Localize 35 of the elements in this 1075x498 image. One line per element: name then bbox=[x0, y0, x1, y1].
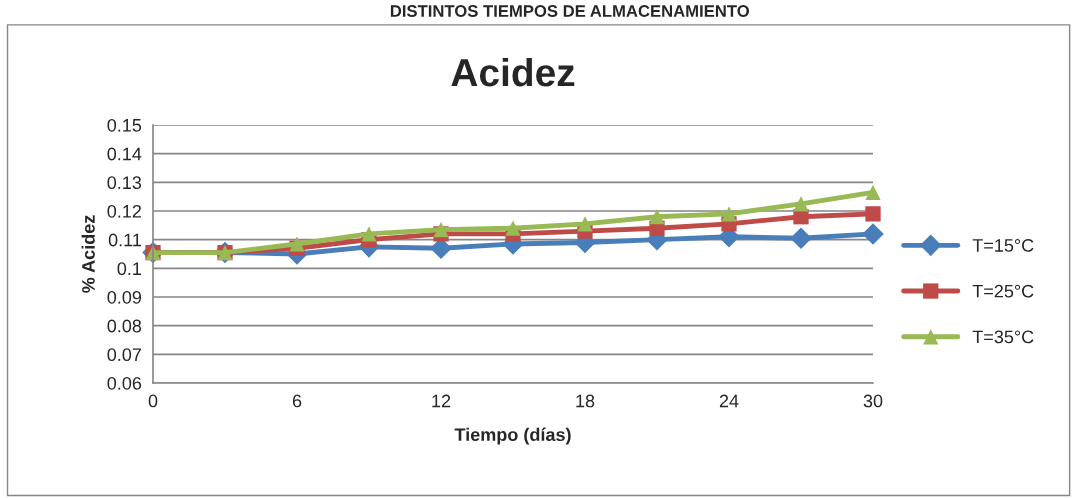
x-axis-title: Tiempo (días) bbox=[454, 427, 571, 445]
x-tick-label: 18 bbox=[576, 394, 595, 408]
y-tick-label: 0.09 bbox=[107, 290, 142, 304]
point bbox=[721, 206, 737, 222]
point bbox=[649, 209, 665, 225]
point bbox=[790, 227, 812, 250]
chart-title: Acidez bbox=[451, 57, 575, 87]
point bbox=[793, 196, 809, 212]
y-tick-label: 0.12 bbox=[107, 204, 141, 218]
point bbox=[289, 236, 305, 252]
legend-label: T=35°C bbox=[972, 330, 1034, 344]
x-tick-label: 30 bbox=[863, 394, 883, 408]
y-tick-label: 0.11 bbox=[108, 233, 142, 247]
y-tick-label: 0.06 bbox=[107, 376, 142, 390]
y-tick-label: 0.13 bbox=[107, 176, 142, 190]
y-tick-label: 0.14 bbox=[107, 147, 142, 161]
y-axis-title: % Acidez bbox=[81, 215, 95, 293]
x-tick-label: 0 bbox=[148, 394, 158, 408]
text: DISTINTOS TIEMPOS DE ALMACENAMIENTO bbox=[390, 5, 749, 17]
x-tick-label: 12 bbox=[432, 394, 451, 408]
x-tick-label: 24 bbox=[719, 394, 739, 408]
point bbox=[433, 221, 449, 238]
y-tick-label: 0.08 bbox=[107, 319, 142, 333]
point bbox=[862, 223, 884, 245]
point bbox=[505, 220, 521, 236]
point bbox=[577, 216, 593, 232]
point bbox=[865, 184, 881, 201]
point bbox=[361, 226, 377, 242]
legend-label: T=15°C bbox=[972, 239, 1034, 252]
legend-label: T=25°C bbox=[972, 284, 1034, 298]
point bbox=[865, 206, 881, 222]
y-tick-label: 0.07 bbox=[107, 348, 141, 362]
y-tick-label: 0.15 bbox=[107, 118, 142, 132]
x-tick-label: 6 bbox=[292, 394, 302, 408]
y-tick-label: 0.1 bbox=[117, 262, 142, 276]
